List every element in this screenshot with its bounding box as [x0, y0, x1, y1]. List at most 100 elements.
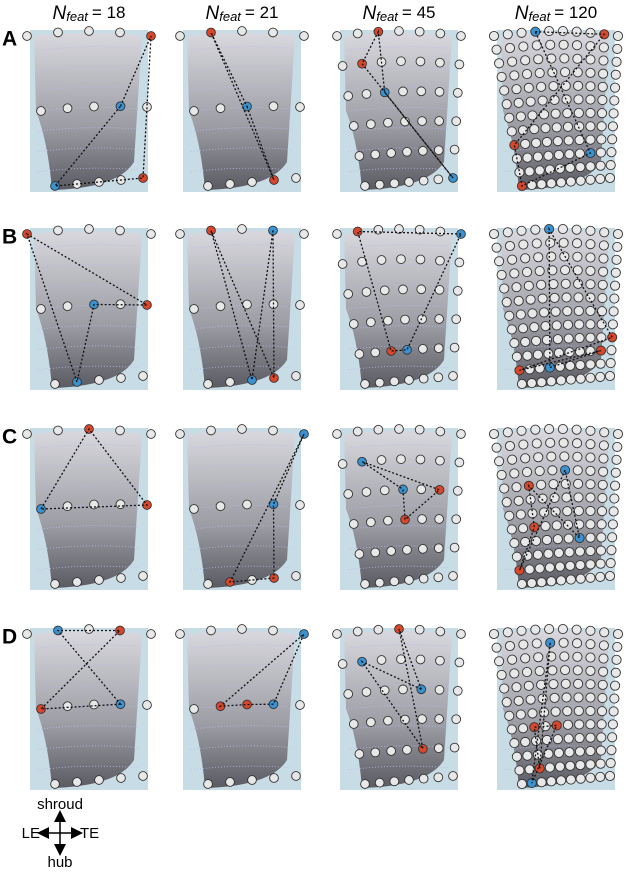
feature-point — [544, 424, 555, 435]
feature-point — [575, 573, 586, 584]
feature-point — [534, 563, 545, 574]
blade-surface — [187, 33, 295, 190]
feature-point — [502, 29, 513, 40]
feature-point — [565, 176, 576, 187]
feature-point — [452, 285, 463, 296]
feature-point — [506, 126, 517, 137]
feature-point — [374, 377, 385, 388]
feature-point — [557, 224, 568, 235]
feature-point — [571, 238, 583, 249]
feature-point — [524, 564, 535, 575]
feature-point — [573, 94, 584, 105]
feature-point — [585, 452, 596, 463]
feature-point — [373, 624, 384, 635]
feature-point — [521, 667, 533, 678]
feature-point — [574, 732, 585, 744]
feature-point — [595, 345, 606, 356]
feature-point — [553, 347, 564, 358]
feature-point — [291, 771, 301, 781]
panel — [332, 624, 466, 790]
feature-point — [585, 639, 596, 650]
feature-point — [415, 454, 426, 465]
feature-point — [496, 469, 507, 480]
feature-point — [573, 692, 584, 703]
feature-point — [598, 653, 609, 664]
feature-point — [348, 519, 359, 529]
feature-point — [386, 546, 396, 556]
feature-point — [572, 67, 583, 78]
feature-point — [434, 116, 444, 126]
feature-point — [565, 360, 576, 371]
feature-point — [599, 227, 610, 238]
feature-point — [585, 359, 596, 370]
feature-point — [394, 424, 404, 434]
feature-point — [605, 758, 616, 769]
feature-point — [585, 559, 596, 570]
feature-point — [225, 179, 235, 189]
feature-point — [595, 173, 606, 184]
feature-point — [562, 719, 574, 730]
feature-point — [520, 736, 531, 748]
feature-point — [610, 69, 621, 80]
feature-point — [596, 108, 608, 119]
feature-point — [295, 500, 305, 510]
feature-point — [539, 109, 550, 120]
feature-point — [604, 770, 616, 782]
feature-point — [605, 558, 616, 569]
feature-point — [572, 651, 583, 662]
feature-point — [433, 743, 444, 754]
feature-point — [516, 27, 527, 38]
feature-point — [604, 570, 616, 582]
feature-point — [352, 626, 363, 637]
feature-point — [269, 373, 279, 383]
feature-point — [536, 479, 547, 490]
feature-point — [553, 747, 564, 758]
feature-point — [513, 97, 524, 108]
feature-point — [237, 624, 247, 634]
feature-point — [89, 101, 99, 112]
feature-point — [585, 732, 596, 743]
feature-connection — [519, 226, 614, 372]
feature-point — [53, 27, 63, 38]
feature-point — [499, 683, 510, 694]
feature-point — [491, 442, 502, 453]
feature-point — [553, 149, 564, 160]
feature-point — [206, 625, 216, 636]
panel — [488, 424, 624, 590]
feature-point — [607, 121, 618, 132]
feature-point — [72, 777, 82, 787]
feature-point — [53, 425, 63, 436]
panel — [22, 624, 156, 790]
feature-point — [546, 53, 557, 64]
feature-point — [575, 560, 586, 571]
feature-point — [599, 427, 610, 438]
feature-point — [525, 96, 536, 107]
feature-point — [332, 229, 342, 239]
blade-surface — [187, 231, 295, 388]
feature-point — [534, 665, 545, 677]
feature-point — [494, 58, 505, 69]
feature-point — [552, 334, 563, 345]
feature-point — [562, 519, 574, 530]
feature-point — [527, 708, 538, 719]
feature-point — [520, 55, 531, 66]
feature-point — [449, 742, 460, 753]
feature-point — [337, 259, 348, 269]
feature-point — [573, 492, 584, 503]
feature-point — [451, 514, 462, 525]
feature-point — [50, 579, 60, 589]
feature-point — [398, 86, 408, 97]
feature-point — [571, 438, 583, 449]
feature-point — [416, 86, 427, 97]
panel — [175, 424, 309, 590]
feature-point — [354, 549, 365, 559]
feature-point — [72, 577, 82, 587]
feature-point — [418, 344, 428, 354]
feature-point — [537, 293, 548, 304]
blade-surface — [344, 431, 452, 588]
feature-point — [559, 53, 570, 64]
feature-point — [585, 27, 596, 38]
feature-point — [561, 94, 572, 105]
feature-point — [520, 453, 531, 464]
feature-point — [337, 61, 348, 71]
